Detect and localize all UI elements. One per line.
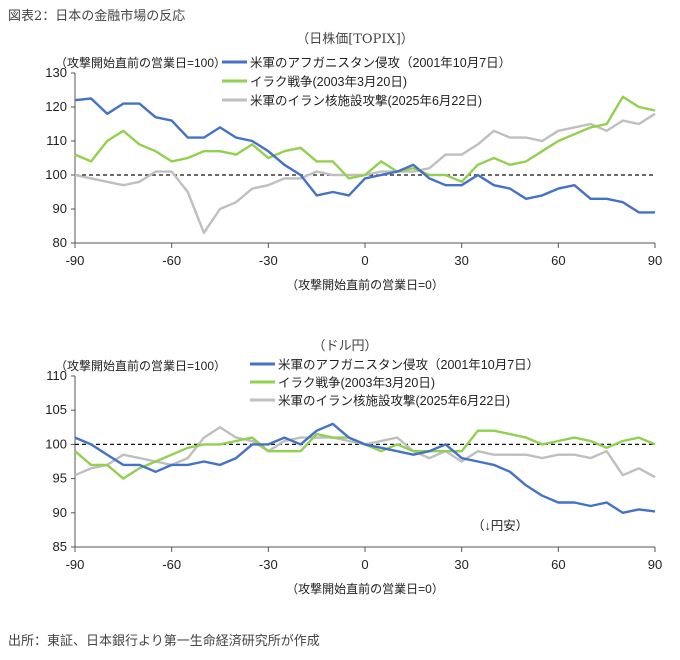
y-tick-label: 120 [45, 99, 67, 114]
figure-title: 図表2：日本の金融市場の反応 [8, 9, 186, 24]
series-line [74, 97, 655, 214]
y-tick-label: 80 [53, 235, 67, 250]
x-tick-label: -30 [259, 557, 278, 572]
legend-label: 米軍のイラン核施設攻撃(2025年6月22日) [278, 393, 510, 408]
legend-label: 米軍のアフガニスタン侵攻（2001年10月7日） [250, 55, 511, 70]
y-tick-label: 100 [45, 167, 67, 182]
series-line [74, 422, 656, 514]
chart-1: （日株価[TOPIX]） （攻撃開始直前の営業日=100） 80 90 100 110 12… [45, 32, 662, 292]
y-tick-label: 100 [45, 436, 67, 451]
y-tick-label: 90 [53, 505, 67, 520]
x-tick-label: 60 [551, 557, 565, 572]
y-tick-label: 110 [46, 133, 67, 148]
series-line [74, 112, 656, 235]
y-tick-label: 85 [53, 539, 67, 554]
x-tick-label: 30 [454, 557, 468, 572]
chart-title: （日株価[TOPIX]） [296, 32, 414, 47]
x-tick-label: 0 [361, 253, 368, 268]
x-tick-label: -30 [259, 253, 278, 268]
x-tick-label: 60 [551, 253, 565, 268]
y-tick-label: 130 [45, 65, 67, 80]
legend-label: 米軍のイラン核施設攻撃(2025年6月22日) [250, 93, 482, 108]
y-axis-note: （攻撃開始直前の営業日=100） [55, 55, 226, 70]
series-line [74, 95, 656, 184]
x-tick-label: 0 [361, 557, 368, 572]
legend-label: 米軍のアフガニスタン侵攻（2001年10月7日） [278, 357, 539, 372]
y-tick-label: 110 [46, 368, 67, 383]
x-tick-label: -60 [162, 253, 181, 268]
legend-label: イラク戦争(2003年3月20日) [278, 376, 435, 390]
x-tick-label: 30 [454, 253, 468, 268]
legend-label: イラク戦争(2003年3月20日) [250, 75, 407, 89]
y-tick-label: 95 [53, 471, 67, 486]
x-tick-label: 90 [648, 253, 662, 268]
x-axis-label: （攻撃開始直前の営業日=0） [286, 277, 444, 292]
y-tick-label: 90 [53, 201, 67, 216]
x-axis-label: （攻撃開始直前の営業日=0） [286, 581, 444, 596]
y-axis-note: （攻撃開始直前の営業日=100） [55, 358, 226, 373]
annotation-yen-weaker: （↓円安） [472, 518, 528, 533]
y-tick-label: 105 [45, 402, 67, 417]
x-tick-label: -90 [66, 557, 85, 572]
source-note: 出所：東証、日本銀行より第一生命経済研究所が作成 [8, 634, 320, 649]
x-tick-label: 90 [648, 557, 662, 572]
x-tick-label: -60 [162, 557, 181, 572]
chart-2: （ドル円） （攻撃開始直前の営業日=100） 85 90 95 100 105 110 -90 -… [45, 339, 662, 596]
chart-title: （ドル円） [312, 339, 377, 354]
x-tick-label: -90 [66, 253, 85, 268]
